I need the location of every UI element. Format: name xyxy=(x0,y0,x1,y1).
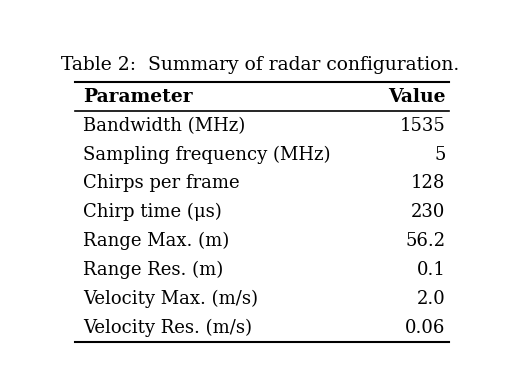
Text: Range Res. (m): Range Res. (m) xyxy=(83,261,224,279)
Text: 230: 230 xyxy=(411,203,446,222)
Text: 0.1: 0.1 xyxy=(417,261,446,279)
Text: Parameter: Parameter xyxy=(83,88,193,106)
Text: 5: 5 xyxy=(434,146,446,164)
Text: 1535: 1535 xyxy=(400,117,446,135)
Text: 2.0: 2.0 xyxy=(417,290,446,308)
Text: Range Max. (m): Range Max. (m) xyxy=(83,232,230,250)
Text: Chirp time (μs): Chirp time (μs) xyxy=(83,203,222,222)
Text: Value: Value xyxy=(388,88,446,106)
Text: Velocity Max. (m/s): Velocity Max. (m/s) xyxy=(83,290,258,308)
Text: Table 2:  Summary of radar configuration.: Table 2: Summary of radar configuration. xyxy=(61,55,459,73)
Text: 0.06: 0.06 xyxy=(405,319,446,337)
Text: Bandwidth (MHz): Bandwidth (MHz) xyxy=(83,117,245,135)
Text: 56.2: 56.2 xyxy=(405,232,446,250)
Text: Velocity Res. (m/s): Velocity Res. (m/s) xyxy=(83,319,252,337)
Text: Chirps per frame: Chirps per frame xyxy=(83,175,240,192)
Text: 128: 128 xyxy=(411,175,446,192)
Text: Sampling frequency (MHz): Sampling frequency (MHz) xyxy=(83,146,331,164)
